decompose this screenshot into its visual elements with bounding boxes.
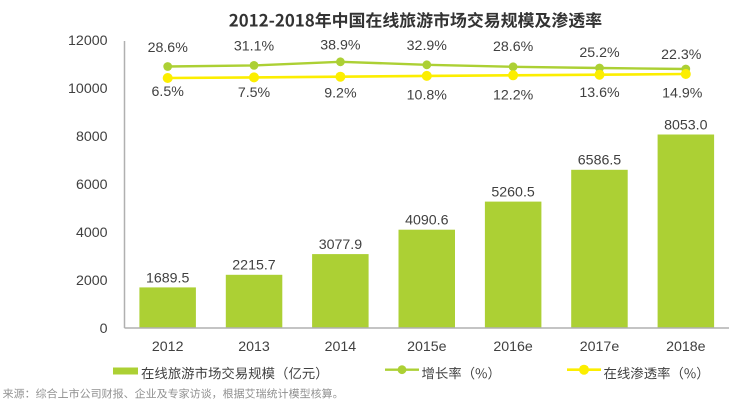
svg-text:14.9%: 14.9% [662,86,703,102]
svg-text:38.9%: 38.9% [320,37,361,53]
svg-text:2013: 2013 [238,339,270,355]
svg-text:0: 0 [100,321,108,337]
svg-text:13.6%: 13.6% [579,85,620,101]
svg-text:12000: 12000 [68,33,108,49]
svg-text:2014: 2014 [325,339,357,355]
svg-text:6.5%: 6.5% [152,84,185,100]
svg-text:7.5%: 7.5% [238,85,271,101]
svg-text:5260.5: 5260.5 [491,185,535,201]
svg-text:31.1%: 31.1% [234,38,275,54]
svg-text:8053.0: 8053.0 [664,118,708,134]
svg-text:1689.5: 1689.5 [146,270,190,286]
svg-text:9.2%: 9.2% [324,85,357,101]
svg-text:2215.7: 2215.7 [232,258,276,274]
svg-text:2017e: 2017e [580,339,620,355]
svg-text:2000: 2000 [76,273,108,289]
svg-text:10000: 10000 [68,81,108,97]
svg-text:28.6%: 28.6% [493,39,534,55]
svg-text:6000: 6000 [76,177,108,193]
svg-text:3077.9: 3077.9 [319,237,363,253]
svg-text:8000: 8000 [76,129,108,145]
svg-text:6586.5: 6586.5 [578,153,622,169]
svg-text:4090.6: 4090.6 [405,213,449,229]
svg-text:25.2%: 25.2% [579,45,620,61]
svg-text:12.2%: 12.2% [493,87,534,103]
svg-text:4000: 4000 [76,225,108,241]
svg-text:32.9%: 32.9% [407,38,448,54]
svg-text:2012: 2012 [152,339,184,355]
svg-text:2015e: 2015e [407,339,447,355]
svg-text:28.6%: 28.6% [148,40,189,56]
svg-text:2018e: 2018e [666,339,706,355]
svg-text:2016e: 2016e [493,339,533,355]
svg-text:10.8%: 10.8% [407,88,448,104]
svg-text:22.3%: 22.3% [661,47,702,63]
